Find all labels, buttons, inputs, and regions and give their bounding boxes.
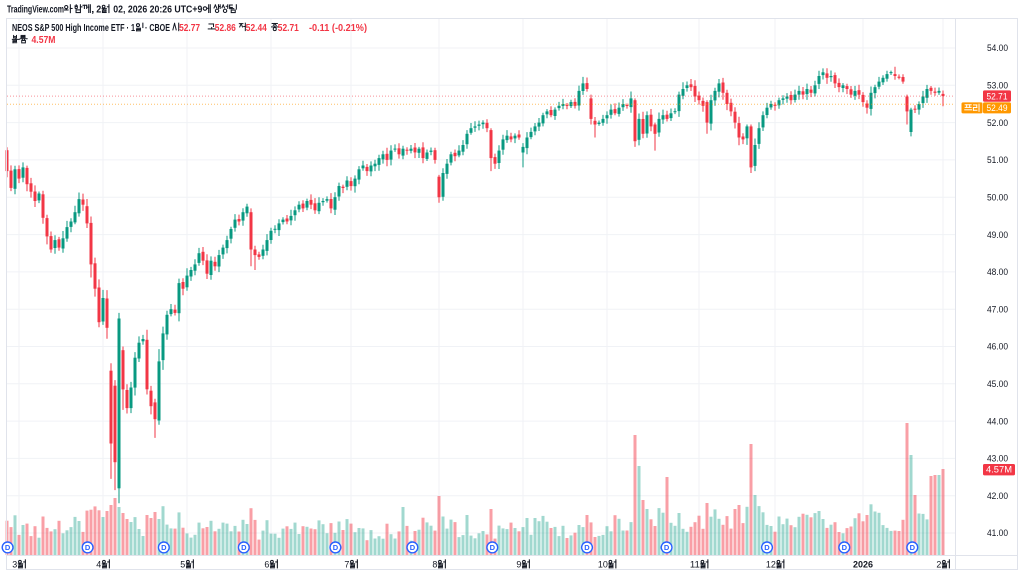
svg-text:12: 12 — [766, 560, 776, 570]
svg-text:53.00: 53.00 — [987, 81, 1008, 91]
svg-text:NEOS S&P 500 High Income ETF ·: NEOS S&P 500 High Income ETF · 1 — [12, 23, 135, 34]
svg-text:9: 9 — [516, 560, 521, 570]
svg-text:D: D — [664, 543, 670, 552]
svg-text:52.71: 52.71 — [278, 23, 299, 34]
svg-text:2: 2 — [96, 5, 101, 16]
svg-text:44.00: 44.00 — [987, 416, 1008, 426]
svg-text:· CBOE: · CBOE — [145, 23, 170, 34]
svg-text:02, 2026 20:26 UTC+9: 02, 2026 20:26 UTC+9 — [113, 5, 202, 16]
svg-text:D: D — [490, 543, 496, 552]
svg-text:4.57M: 4.57M — [32, 35, 56, 46]
svg-text:6: 6 — [264, 560, 269, 570]
svg-text:46.00: 46.00 — [987, 342, 1008, 352]
svg-text:48.00: 48.00 — [987, 267, 1008, 277]
svg-text:D: D — [410, 543, 416, 552]
svg-text:43.00: 43.00 — [987, 454, 1008, 464]
svg-text:D: D — [85, 543, 91, 552]
svg-text:52.77: 52.77 — [179, 23, 200, 34]
svg-text:10: 10 — [598, 560, 608, 570]
svg-text:,: , — [91, 5, 94, 16]
svg-text:2026: 2026 — [853, 560, 873, 570]
svg-text:52.49: 52.49 — [987, 103, 1008, 113]
svg-text:5: 5 — [180, 560, 185, 570]
svg-text:52.00: 52.00 — [987, 118, 1008, 128]
svg-text:7: 7 — [344, 560, 349, 570]
svg-text:D: D — [241, 543, 247, 552]
svg-text:D: D — [584, 543, 590, 552]
svg-text:D: D — [333, 543, 339, 552]
svg-text:8: 8 — [432, 560, 437, 570]
svg-text:47.00: 47.00 — [987, 304, 1008, 314]
svg-text:51.00: 51.00 — [987, 155, 1008, 165]
svg-text:-0.11 (-0.21%): -0.11 (-0.21%) — [309, 23, 367, 34]
svg-text:TradingView.com: TradingView.com — [7, 5, 64, 16]
svg-text:49.00: 49.00 — [987, 230, 1008, 240]
svg-text:50.00: 50.00 — [987, 192, 1008, 202]
svg-text:D: D — [842, 543, 848, 552]
svg-text:54.00: 54.00 — [987, 43, 1008, 53]
svg-text:52.71: 52.71 — [987, 91, 1008, 101]
svg-text:42.00: 42.00 — [987, 491, 1008, 501]
svg-text:D: D — [910, 543, 916, 552]
svg-text:11: 11 — [690, 560, 700, 570]
svg-text:D: D — [5, 543, 11, 552]
svg-text:3: 3 — [12, 560, 17, 570]
svg-text:D: D — [161, 543, 167, 552]
svg-text:2: 2 — [936, 560, 941, 570]
svg-text:4: 4 — [96, 560, 101, 570]
svg-text:4.57M: 4.57M — [986, 465, 1012, 475]
svg-text:41.00: 41.00 — [987, 528, 1008, 538]
svg-text:D: D — [764, 543, 770, 552]
svg-text:45.00: 45.00 — [987, 379, 1008, 389]
svg-text:52.86: 52.86 — [215, 23, 236, 34]
svg-text:52.44: 52.44 — [246, 23, 267, 34]
